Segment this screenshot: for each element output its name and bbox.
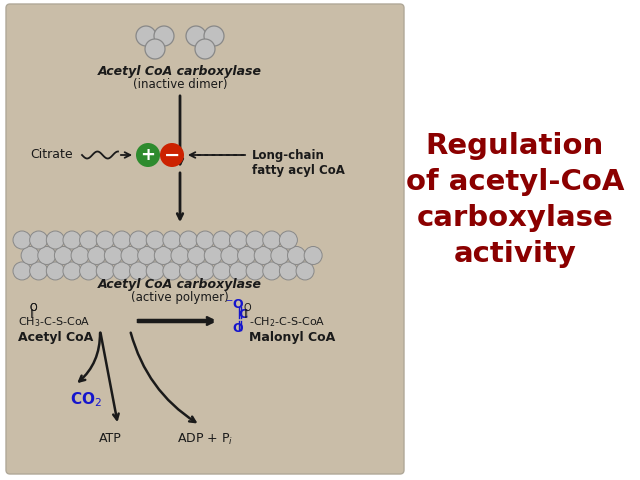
Text: ADP + P$_i$: ADP + P$_i$ xyxy=(177,432,233,446)
Circle shape xyxy=(96,231,115,249)
Circle shape xyxy=(263,231,281,249)
Circle shape xyxy=(145,39,165,59)
Circle shape xyxy=(212,231,231,249)
Circle shape xyxy=(212,262,231,280)
Circle shape xyxy=(179,262,198,280)
Circle shape xyxy=(154,26,174,46)
Circle shape xyxy=(113,262,131,280)
Circle shape xyxy=(280,262,298,280)
FancyBboxPatch shape xyxy=(6,4,404,474)
Text: Acetyl CoA carboxylase: Acetyl CoA carboxylase xyxy=(98,278,262,291)
Circle shape xyxy=(179,231,198,249)
Text: CH$_3$-C-S-CoA: CH$_3$-C-S-CoA xyxy=(18,315,90,329)
Text: (inactive dimer): (inactive dimer) xyxy=(132,78,227,91)
Circle shape xyxy=(129,231,148,249)
Circle shape xyxy=(171,247,189,264)
Text: ‖: ‖ xyxy=(244,310,248,319)
Circle shape xyxy=(154,247,172,264)
Text: Acetyl CoA carboxylase: Acetyl CoA carboxylase xyxy=(98,65,262,78)
Circle shape xyxy=(29,262,47,280)
Circle shape xyxy=(63,231,81,249)
Text: ATP: ATP xyxy=(99,432,122,445)
Circle shape xyxy=(254,247,272,264)
Circle shape xyxy=(21,247,39,264)
Text: Acetyl CoA: Acetyl CoA xyxy=(18,332,93,345)
Circle shape xyxy=(287,247,305,264)
Text: +: + xyxy=(141,146,156,164)
Text: Citrate: Citrate xyxy=(30,148,72,161)
Circle shape xyxy=(46,262,64,280)
Circle shape xyxy=(304,247,322,264)
Circle shape xyxy=(96,262,115,280)
Circle shape xyxy=(204,247,222,264)
Circle shape xyxy=(263,262,281,280)
Circle shape xyxy=(188,247,205,264)
Text: Malonyl CoA: Malonyl CoA xyxy=(249,332,335,345)
Circle shape xyxy=(129,262,148,280)
Circle shape xyxy=(195,39,215,59)
Circle shape xyxy=(54,247,72,264)
Text: Regulation
of acetyl-CoA
carboxylase
activity: Regulation of acetyl-CoA carboxylase act… xyxy=(406,132,624,267)
Circle shape xyxy=(271,247,289,264)
Text: CO$_2$: CO$_2$ xyxy=(70,391,102,409)
Text: C: C xyxy=(238,309,247,322)
Circle shape xyxy=(79,231,98,249)
Circle shape xyxy=(204,26,224,46)
Text: $^{-}$O: $^{-}$O xyxy=(225,299,245,312)
Circle shape xyxy=(196,262,214,280)
Circle shape xyxy=(146,231,164,249)
Circle shape xyxy=(221,247,239,264)
Circle shape xyxy=(230,231,248,249)
Circle shape xyxy=(136,26,156,46)
Circle shape xyxy=(138,247,156,264)
Circle shape xyxy=(79,262,98,280)
Text: (active polymer): (active polymer) xyxy=(131,291,229,304)
Circle shape xyxy=(38,247,56,264)
Text: Long-chain: Long-chain xyxy=(252,149,325,162)
Circle shape xyxy=(63,262,81,280)
Circle shape xyxy=(113,231,131,249)
Circle shape xyxy=(13,262,31,280)
Circle shape xyxy=(104,247,122,264)
Circle shape xyxy=(196,231,214,249)
Circle shape xyxy=(121,247,139,264)
Circle shape xyxy=(246,262,264,280)
Circle shape xyxy=(88,247,106,264)
Text: O: O xyxy=(244,303,252,313)
Text: ‖: ‖ xyxy=(30,310,35,319)
Circle shape xyxy=(246,231,264,249)
Circle shape xyxy=(280,231,298,249)
Circle shape xyxy=(29,231,47,249)
Circle shape xyxy=(186,26,206,46)
Text: O: O xyxy=(232,322,243,335)
Circle shape xyxy=(163,262,181,280)
Circle shape xyxy=(46,231,64,249)
Text: -CH$_2$-C-S-CoA: -CH$_2$-C-S-CoA xyxy=(249,315,326,329)
Text: −: − xyxy=(164,145,180,165)
Circle shape xyxy=(71,247,89,264)
Text: fatty acyl CoA: fatty acyl CoA xyxy=(252,164,345,177)
Circle shape xyxy=(13,231,31,249)
Circle shape xyxy=(160,143,184,167)
Circle shape xyxy=(230,262,248,280)
Circle shape xyxy=(146,262,164,280)
Text: O: O xyxy=(30,303,38,313)
Circle shape xyxy=(296,262,314,280)
Circle shape xyxy=(136,143,160,167)
Text: O: O xyxy=(30,303,38,313)
Circle shape xyxy=(163,231,181,249)
Circle shape xyxy=(237,247,255,264)
